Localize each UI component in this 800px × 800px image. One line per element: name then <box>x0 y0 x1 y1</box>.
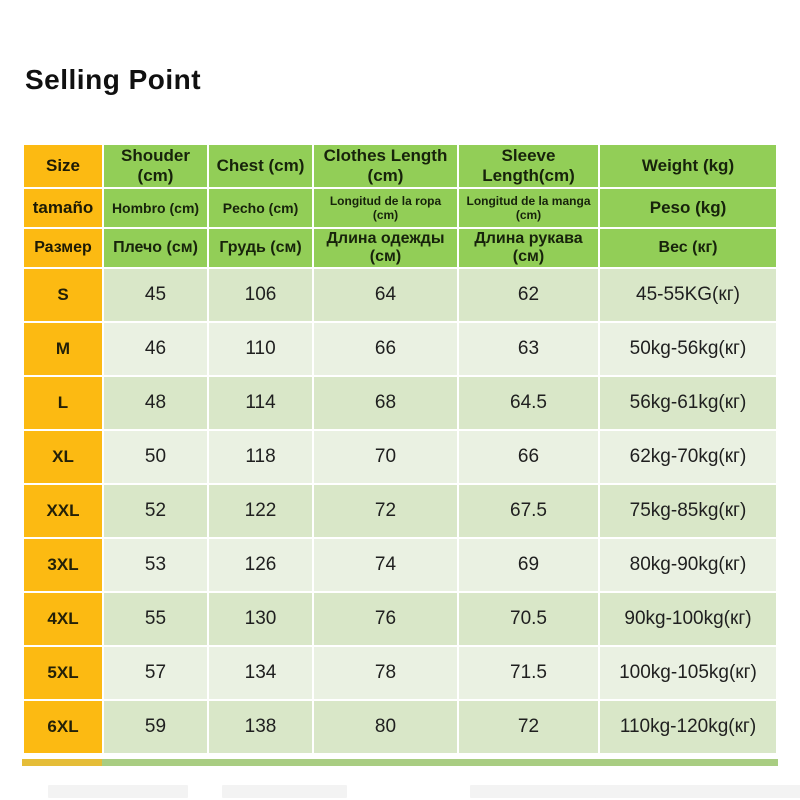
size-cell: XL <box>24 431 102 483</box>
table-cell: 46 <box>104 323 207 375</box>
table-cell: 69 <box>459 539 598 591</box>
size-cell: L <box>24 377 102 429</box>
table-cell: 110kg-120kg(кг) <box>600 701 776 753</box>
table-row: XXL 52 122 72 67.5 75kg-85kg(кг) <box>24 485 776 537</box>
table-cell: 75kg-85kg(кг) <box>600 485 776 537</box>
table-cell: 57 <box>104 647 207 699</box>
table-cell: 52 <box>104 485 207 537</box>
table-row: XL 50 118 70 66 62kg-70kg(кг) <box>24 431 776 483</box>
header-cell-chest-ru: Грудь (см) <box>209 229 312 267</box>
table-cell: 72 <box>314 485 457 537</box>
table-cell: 80kg-90kg(кг) <box>600 539 776 591</box>
table-cell: 55 <box>104 593 207 645</box>
table-cell: 130 <box>209 593 312 645</box>
header-cell-chest-es: Pecho (cm) <box>209 189 312 227</box>
table-cell: 63 <box>459 323 598 375</box>
table-cell: 59 <box>104 701 207 753</box>
table-cell: 71.5 <box>459 647 598 699</box>
header-cell-clothes-length-ru: Длина одежды (см) <box>314 229 457 267</box>
table-row: 5XL 57 134 78 71.5 100kg-105kg(кг) <box>24 647 776 699</box>
table-row: 6XL 59 138 80 72 110kg-120kg(кг) <box>24 701 776 753</box>
table-cell: 138 <box>209 701 312 753</box>
header-cell-shoulder: Shouder (cm) <box>104 145 207 187</box>
table-cell: 50kg-56kg(кг) <box>600 323 776 375</box>
faded-block <box>48 785 188 798</box>
table-cell: 64 <box>314 269 457 321</box>
faded-block <box>595 785 800 798</box>
table-cell: 50 <box>104 431 207 483</box>
table-cell: 72 <box>459 701 598 753</box>
table-cell: 134 <box>209 647 312 699</box>
header-cell-weight: Weight (kg) <box>600 145 776 187</box>
header-row-russian: Размер Плечо (см) Грудь (см) Длина одежд… <box>24 229 776 267</box>
table-cell: 70 <box>314 431 457 483</box>
table-row: M 46 110 66 63 50kg-56kg(кг) <box>24 323 776 375</box>
size-cell: 3XL <box>24 539 102 591</box>
size-cell: 6XL <box>24 701 102 753</box>
cropped-next-row-yellow-cell <box>22 759 102 766</box>
header-cell-size-es: tamaño <box>24 189 102 227</box>
header-cell-clothes-length-es: Longitud de la ropa (cm) <box>314 189 457 227</box>
table-body: S 45 106 64 62 45-55KG(кг) M 46 110 66 6… <box>24 269 776 753</box>
header-cell-sleeve-length-ru: Длина рукава (см) <box>459 229 598 267</box>
header-cell-shoulder-ru: Плечо (см) <box>104 229 207 267</box>
table-cell: 48 <box>104 377 207 429</box>
header-cell-clothes-length: Clothes Length (cm) <box>314 145 457 187</box>
header-row-english: Size Shouder (cm) Chest (cm) Clothes Len… <box>24 145 776 187</box>
table-cell: 66 <box>314 323 457 375</box>
header-cell-weight-ru: Вес (кг) <box>600 229 776 267</box>
table-cell: 126 <box>209 539 312 591</box>
header-row-spanish: tamaño Hombro (cm) Pecho (cm) Longitud d… <box>24 189 776 227</box>
header-cell-weight-es: Peso (kg) <box>600 189 776 227</box>
table-row: 4XL 55 130 76 70.5 90kg-100kg(кг) <box>24 593 776 645</box>
table-cell: 62 <box>459 269 598 321</box>
table-cell: 76 <box>314 593 457 645</box>
table-cell: 68 <box>314 377 457 429</box>
table-row: S 45 106 64 62 45-55KG(кг) <box>24 269 776 321</box>
table-cell: 106 <box>209 269 312 321</box>
table-cell: 118 <box>209 431 312 483</box>
cropped-next-row-green-cells <box>102 759 778 766</box>
cropped-next-row-strip <box>22 759 778 766</box>
header-cell-shoulder-es: Hombro (cm) <box>104 189 207 227</box>
table-cell: 74 <box>314 539 457 591</box>
size-cell: XXL <box>24 485 102 537</box>
table-cell: 45 <box>104 269 207 321</box>
table-cell: 53 <box>104 539 207 591</box>
faded-block <box>222 785 347 798</box>
table-cell: 70.5 <box>459 593 598 645</box>
size-cell: M <box>24 323 102 375</box>
table-row: 3XL 53 126 74 69 80kg-90kg(кг) <box>24 539 776 591</box>
table-cell: 64.5 <box>459 377 598 429</box>
table-cell: 80 <box>314 701 457 753</box>
header-cell-sleeve-length: Sleeve Length(cm) <box>459 145 598 187</box>
table-cell: 78 <box>314 647 457 699</box>
size-cell: 4XL <box>24 593 102 645</box>
header-cell-sleeve-length-es: Longitud de la manga (cm) <box>459 189 598 227</box>
table-cell: 66 <box>459 431 598 483</box>
size-cell: S <box>24 269 102 321</box>
table-cell: 122 <box>209 485 312 537</box>
header-cell-chest: Chest (cm) <box>209 145 312 187</box>
size-chart-table: Size Shouder (cm) Chest (cm) Clothes Len… <box>22 143 778 755</box>
header-cell-size-ru: Размер <box>24 229 102 267</box>
faded-block <box>470 785 620 798</box>
table-cell: 56kg-61kg(кг) <box>600 377 776 429</box>
table-cell: 62kg-70kg(кг) <box>600 431 776 483</box>
table-cell: 114 <box>209 377 312 429</box>
table-row: L 48 114 68 64.5 56kg-61kg(кг) <box>24 377 776 429</box>
faded-bottom-content <box>0 783 800 800</box>
page-title: Selling Point <box>25 64 202 95</box>
header-cell-size: Size <box>24 145 102 187</box>
table-header: Size Shouder (cm) Chest (cm) Clothes Len… <box>24 145 776 267</box>
table-cell: 110 <box>209 323 312 375</box>
table-cell: 90kg-100kg(кг) <box>600 593 776 645</box>
table-cell: 45-55KG(кг) <box>600 269 776 321</box>
table-cell: 100kg-105kg(кг) <box>600 647 776 699</box>
table-cell: 67.5 <box>459 485 598 537</box>
size-cell: 5XL <box>24 647 102 699</box>
